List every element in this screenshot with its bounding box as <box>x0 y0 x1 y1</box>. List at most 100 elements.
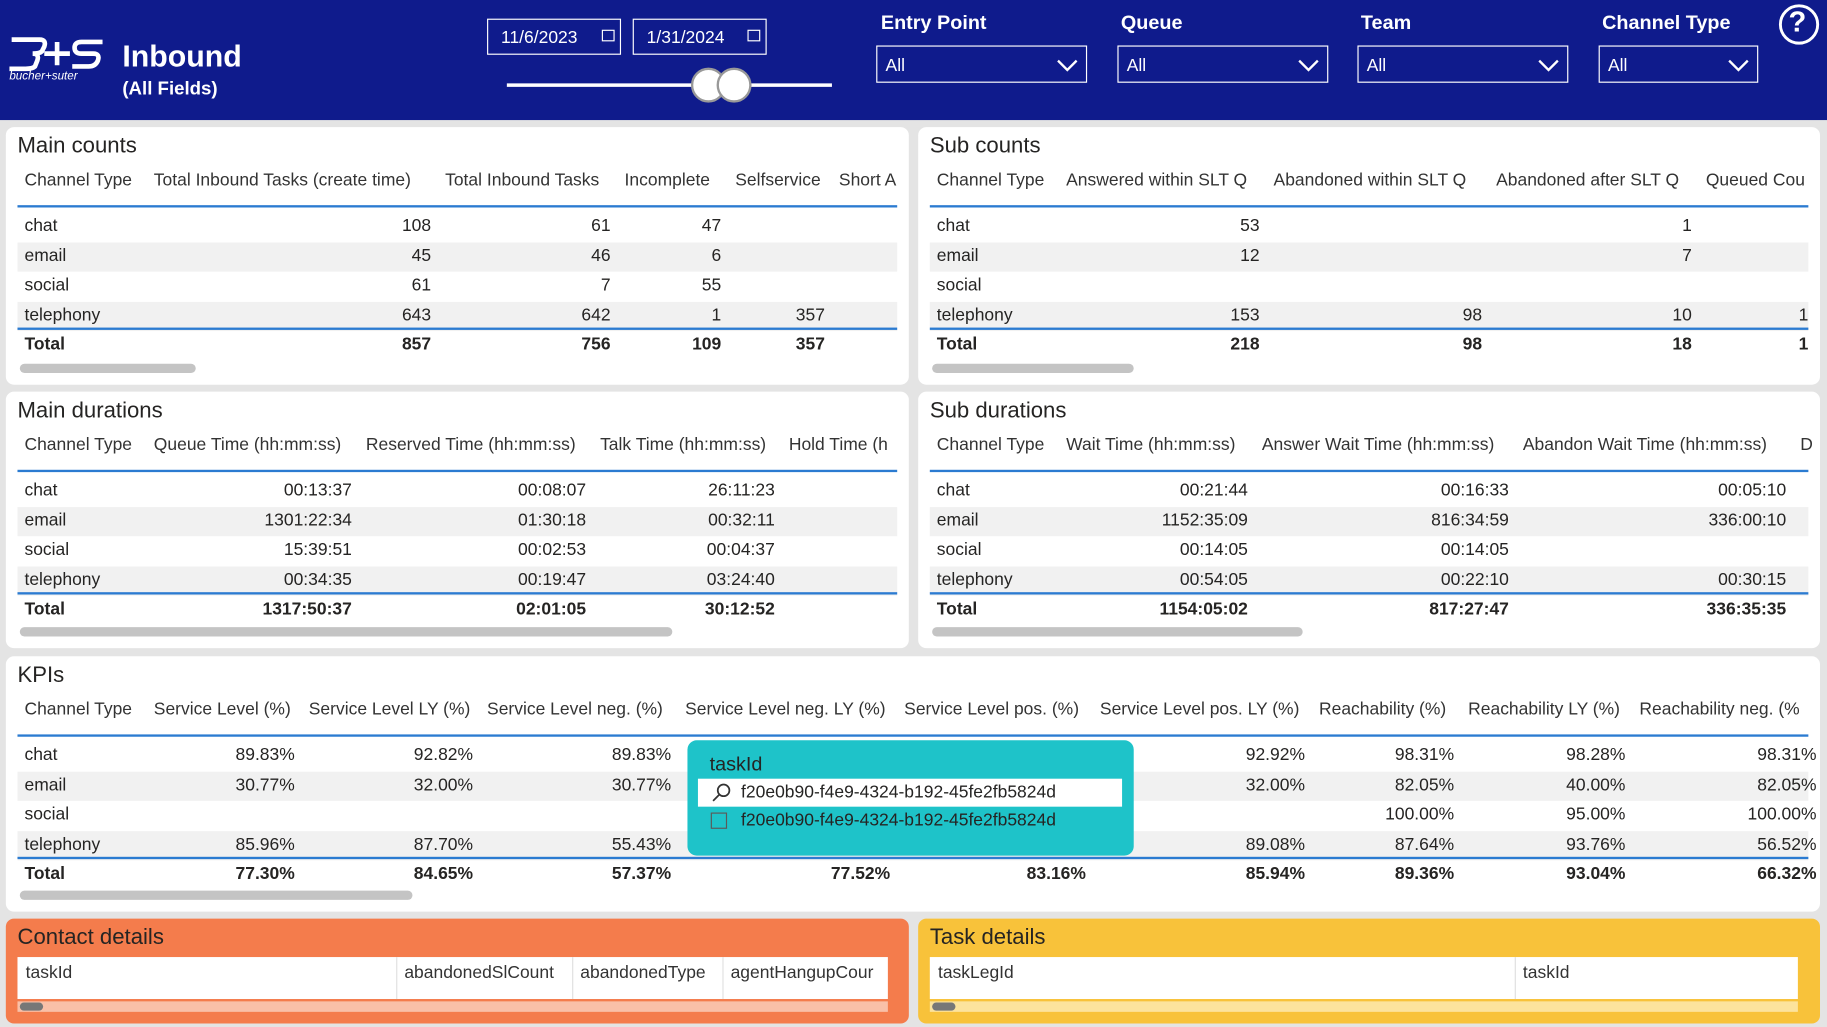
column-header[interactable]: Total Inbound Tasks (create time) <box>153 170 411 191</box>
column-header[interactable]: Channel Type <box>936 170 1045 191</box>
table-cell: 26:11:23 <box>708 480 775 501</box>
total-rule <box>17 327 898 330</box>
column-divider <box>572 957 574 1000</box>
filter-dropdown[interactable] <box>876 45 1088 83</box>
table-cell: 03:24:40 <box>706 569 775 590</box>
column-header[interactable]: Answered within SLT Q <box>1066 170 1248 191</box>
column-header[interactable]: Hold Time (h <box>788 434 888 455</box>
scroll-track <box>929 1001 1798 1012</box>
column-header[interactable]: Short A <box>838 170 897 191</box>
total-cell: 817:27:47 <box>1429 599 1509 619</box>
table-cell: 00:13:37 <box>283 480 352 501</box>
column-header[interactable]: Channel Type <box>24 170 133 191</box>
detail-panel: Contact details taskId abandonedSlCount aba… <box>5 918 909 1024</box>
column-header[interactable]: taskId <box>1522 962 1570 983</box>
column-header[interactable]: Abandoned after SLT Q <box>1496 170 1680 191</box>
column-header[interactable]: abandonedType <box>580 962 706 983</box>
filter-dropdown[interactable] <box>1598 45 1759 83</box>
panel-title: Sub durations <box>929 398 1067 424</box>
column-header[interactable]: Total Inbound Tasks <box>445 170 600 191</box>
date-slider[interactable] <box>501 64 839 106</box>
column-header[interactable]: Wait Time (hh:mm:ss) <box>1066 434 1236 455</box>
column-header[interactable]: Selfservice <box>735 170 821 191</box>
logo <box>9 37 103 72</box>
column-header[interactable]: Reachability neg. (% <box>1639 699 1800 720</box>
date-start[interactable] <box>487 18 622 55</box>
filter-dropdown[interactable] <box>1117 45 1329 83</box>
table-cell: 642 <box>581 304 611 325</box>
column-header[interactable]: D <box>1800 434 1813 455</box>
column-header[interactable]: taskId <box>25 962 73 983</box>
scrollbar-thumb[interactable] <box>932 363 1134 374</box>
filter-popup: taskId f20e0b90-f4e9-4324-b192-45fe2fb582… <box>687 740 1134 856</box>
column-header[interactable]: taskLegId <box>937 962 1014 983</box>
table-cell: 10 <box>1672 304 1692 325</box>
table-cell: 643 <box>401 304 432 325</box>
table-cell: 00:30:15 <box>1718 569 1787 590</box>
table-cell: chat <box>936 480 970 501</box>
column-header[interactable]: agentHangupCour <box>730 962 874 983</box>
column-header[interactable]: Service Level LY (%) <box>308 699 471 720</box>
panel-title: KPIs <box>17 663 65 688</box>
column-header[interactable]: Queue Time (hh:mm:ss) <box>153 434 342 455</box>
column-divider <box>722 957 724 1000</box>
row-shade <box>929 506 1809 536</box>
column-header[interactable]: Channel Type <box>24 699 133 720</box>
column-header[interactable]: Service Level neg. LY (%) <box>685 699 886 720</box>
panel-title: Main durations <box>17 398 163 424</box>
table-cell: 7 <box>600 275 611 295</box>
scrollbar-thumb[interactable] <box>19 1002 44 1011</box>
table-cell: 00:16:33 <box>1440 480 1509 501</box>
table-cell: 00:14:05 <box>1440 539 1509 560</box>
column-header[interactable]: Service Level pos. LY (%) <box>1099 699 1300 720</box>
table-panel: Main durations Channel Type Queue Time (hh… <box>5 391 909 649</box>
column-divider <box>396 957 398 1000</box>
filter-label: Queue <box>1120 11 1183 34</box>
search-box[interactable] <box>697 778 1123 807</box>
table-cell: 32.00% <box>1245 774 1306 795</box>
column-header[interactable]: Reserved Time (hh:mm:ss) <box>365 434 576 455</box>
search-text[interactable]: f20e0b90-f4e9-4324-b192-45fe2fb5824d <box>741 782 1056 803</box>
filter-value: All <box>1126 55 1147 76</box>
column-header[interactable]: Queued Cou <box>1705 170 1805 191</box>
date-end[interactable] <box>632 18 767 55</box>
column-header[interactable]: Channel Type <box>936 434 1045 455</box>
scrollbar-thumb[interactable] <box>19 890 413 900</box>
option-checkbox[interactable] <box>710 812 728 829</box>
column-header[interactable]: Channel Type <box>24 434 133 455</box>
column-header[interactable]: Abandoned within SLT Q <box>1273 170 1467 191</box>
column-header[interactable]: abandonedSlCount <box>404 962 554 983</box>
row-shade <box>929 565 1809 596</box>
filter-label: Channel Type <box>1602 11 1731 34</box>
row-shade <box>17 301 898 331</box>
column-header[interactable]: Reachability LY (%) <box>1468 699 1621 720</box>
table-cell: email <box>24 510 67 530</box>
column-header[interactable]: Abandon Wait Time (hh:mm:ss) <box>1522 434 1768 455</box>
column-header[interactable]: Service Level pos. (%) <box>904 699 1080 720</box>
total-cell: 30:12:52 <box>704 599 775 619</box>
header-rule <box>17 734 1809 737</box>
column-header[interactable]: Service Level (%) <box>153 699 291 720</box>
table-cell: email <box>24 245 67 266</box>
column-header[interactable]: Reachability (%) <box>1318 699 1447 720</box>
column-header[interactable]: Incomplete <box>624 170 711 191</box>
column-header[interactable]: Talk Time (hh:mm:ss) <box>600 434 767 455</box>
scrollbar-thumb[interactable] <box>932 627 1303 637</box>
help-icon[interactable] <box>1778 3 1820 45</box>
table-cell: 89.83% <box>611 744 672 765</box>
scrollbar-thumb[interactable] <box>19 363 196 374</box>
table-cell: social <box>936 275 982 295</box>
table-cell: email <box>936 510 979 530</box>
column-header[interactable]: Answer Wait Time (hh:mm:ss) <box>1261 434 1495 455</box>
column-header[interactable]: Service Level neg. (%) <box>487 699 663 720</box>
option-text[interactable]: f20e0b90-f4e9-4324-b192-45fe2fb5824d <box>741 810 1056 830</box>
total-cell: 336:35:35 <box>1706 599 1787 619</box>
table-cell: 1 <box>1798 304 1809 325</box>
page-subtitle: (All Fields) <box>122 79 218 100</box>
total-cell: 57.37% <box>611 863 672 884</box>
scrollbar-thumb[interactable] <box>19 627 673 637</box>
table-cell: 98.28% <box>1566 744 1626 765</box>
table-cell: 89.08% <box>1245 834 1306 854</box>
scrollbar-thumb[interactable] <box>932 1002 956 1011</box>
filter-dropdown[interactable] <box>1357 45 1569 83</box>
